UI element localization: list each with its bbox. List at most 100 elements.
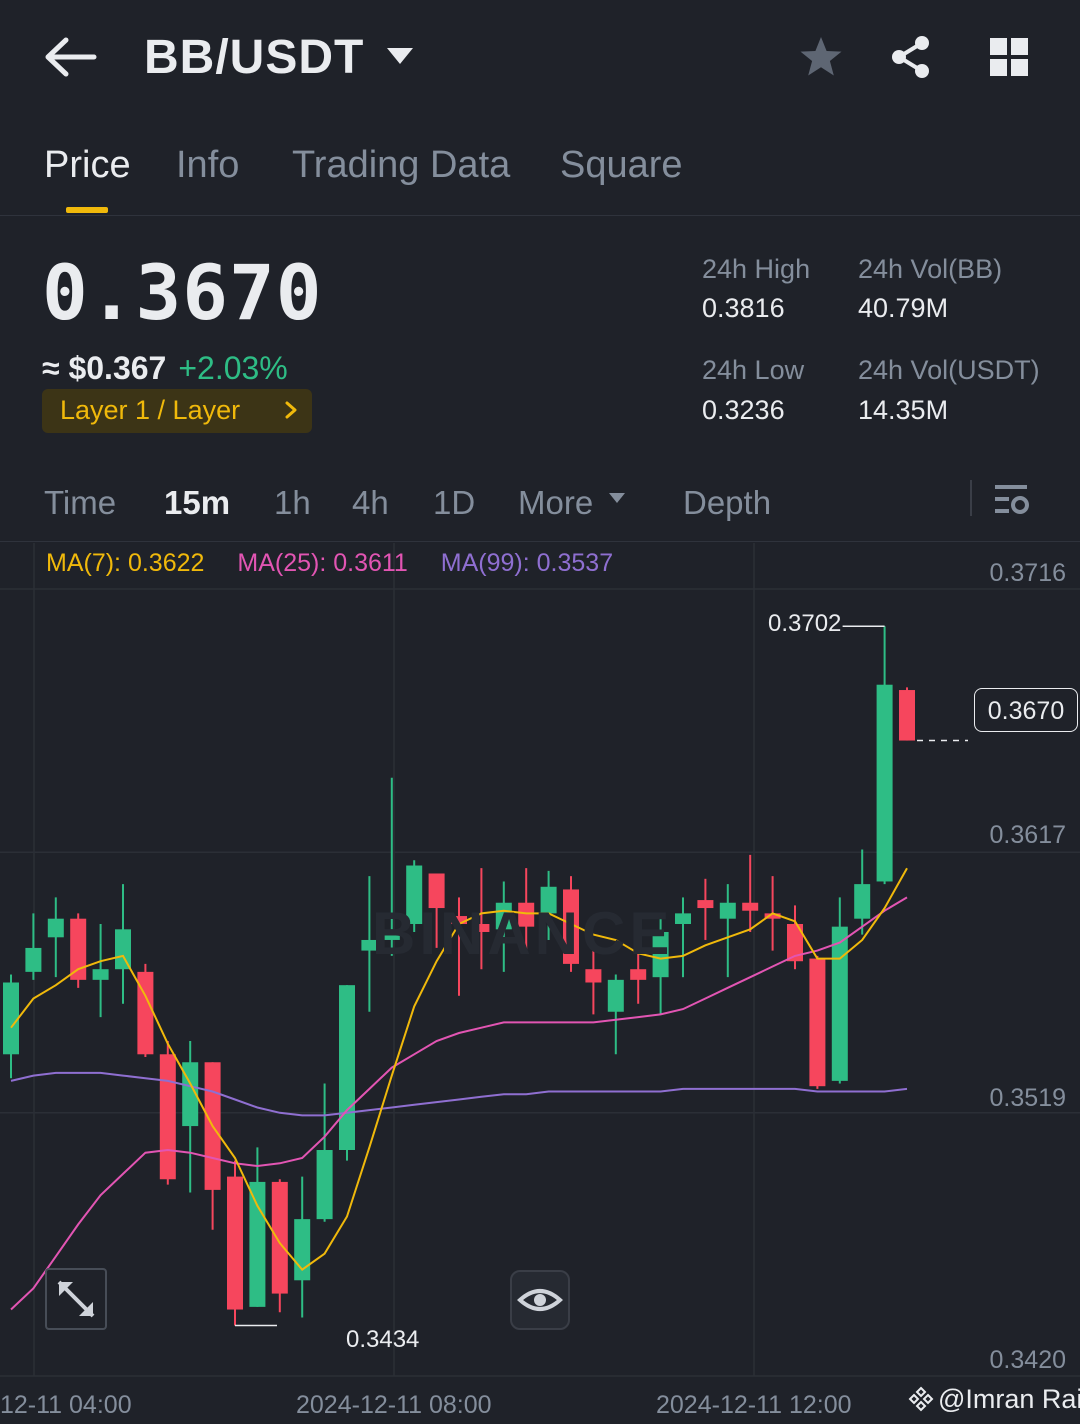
star-icon[interactable] — [798, 34, 844, 80]
eye-icon — [517, 1289, 563, 1311]
ma-legend: MA(7): 0.3622 MA(25): 0.3611 MA(99): 0.3… — [46, 549, 639, 578]
high-label: 24h High — [702, 254, 811, 284]
candle-up — [383, 931, 400, 940]
fullscreen-button[interactable] — [45, 1268, 107, 1330]
x-tick-label: 2024-12-11 12:00 — [656, 1391, 852, 1419]
high-value: 0.3816 — [702, 293, 785, 323]
high-marker-label: 0.3702 — [768, 610, 842, 637]
y-tick-label: 0.3420 — [989, 1346, 1066, 1374]
active-tab-indicator — [66, 207, 108, 213]
share-icon[interactable] — [888, 34, 934, 80]
ma99-label: MA(99): 0.3537 — [440, 549, 614, 577]
candle-down — [428, 873, 445, 909]
candle-down — [764, 913, 781, 919]
candle-down — [271, 1181, 288, 1294]
candle-up — [47, 918, 64, 938]
candle-up — [607, 979, 624, 1012]
last-price: 0.3670 — [42, 248, 323, 337]
candle-up — [831, 926, 848, 1081]
candle-up — [249, 1181, 266, 1307]
candle-down — [809, 958, 826, 1087]
candle-down — [451, 916, 467, 925]
chevron-right-icon — [285, 401, 297, 419]
candle-down — [742, 902, 759, 911]
ma25-label: MA(25): 0.3611 — [237, 549, 408, 577]
tab-trading-data[interactable]: Trading Data — [292, 144, 511, 186]
tf-depth[interactable]: Depth — [683, 484, 772, 521]
low-marker-label: 0.3434 — [346, 1326, 420, 1353]
low-value: 0.3236 — [702, 395, 785, 425]
candle-down — [518, 902, 535, 927]
candle-up — [294, 1219, 311, 1281]
candle-down — [787, 924, 803, 962]
candle-up — [25, 947, 42, 972]
timeframe-bar: Time 15m 1h 4h 1D More Depth — [0, 468, 1080, 542]
candle-up — [652, 931, 669, 978]
candle-up — [339, 985, 355, 1151]
candle-down — [159, 1054, 176, 1180]
candle-down — [473, 924, 490, 932]
pair-title[interactable]: BB/USDT — [144, 31, 365, 84]
expand-icon — [57, 1280, 95, 1318]
candle-up — [675, 913, 691, 925]
candle-up — [406, 865, 423, 925]
category-tag-label: Layer 1 / Layer — [60, 395, 241, 425]
candle-up — [495, 902, 512, 930]
fiat-price: ≈ $0.367 — [42, 350, 167, 386]
x-tick-label: 2024-12-11 08:00 — [296, 1391, 492, 1419]
tab-square[interactable]: Square — [560, 144, 683, 186]
ma7-label: MA(7): 0.3622 — [46, 549, 205, 577]
vol-quote-label: 24h Vol(USDT) — [858, 355, 1040, 385]
toggle-indicators-button[interactable] — [510, 1270, 570, 1330]
caret-down-icon[interactable] — [386, 46, 414, 66]
binance-logo-icon — [908, 1386, 934, 1412]
chart-settings-icon[interactable] — [992, 480, 1032, 520]
x-tick-label: 12-11 04:00 — [0, 1391, 132, 1419]
kline-chart[interactable]: BINANCE MA(7): 0.3622 MA(25): 0.3611 MA(… — [0, 543, 1080, 1424]
credit-text: @Imran Rai — [938, 1384, 1080, 1414]
divider — [970, 480, 972, 516]
watermark: BINANCE — [372, 900, 674, 967]
ma99-line — [10, 1071, 908, 1117]
candle-down — [899, 690, 915, 741]
ma7-line — [10, 867, 908, 1271]
tf-more[interactable]: More — [518, 484, 594, 521]
candle-up — [115, 929, 131, 970]
y-tick-label: 0.3617 — [989, 821, 1066, 849]
change-percent: +2.03% — [178, 350, 288, 386]
candle-up — [854, 884, 871, 919]
candle-up — [876, 684, 893, 882]
candle-down — [697, 900, 714, 909]
chart-canvas — [0, 543, 1080, 1377]
candle-down — [563, 889, 579, 964]
category-tag[interactable]: Layer 1 / Layer — [42, 389, 312, 433]
tf-time[interactable]: Time — [44, 484, 117, 521]
candle-up — [361, 939, 378, 951]
y-tick-label: 0.3716 — [989, 559, 1066, 587]
vol-quote-value: 14.35M — [858, 395, 949, 425]
candle-down — [227, 1176, 243, 1310]
low-label: 24h Low — [702, 355, 805, 385]
candle-down — [137, 971, 154, 1055]
candle-up — [719, 902, 736, 919]
grid-icon[interactable] — [986, 34, 1032, 80]
fiat-row: ≈ $0.367 +2.03% — [42, 350, 288, 387]
current-price-label[interactable]: 0.3670 — [974, 688, 1078, 732]
candle-down — [630, 969, 647, 980]
tf-1d[interactable]: 1D — [433, 484, 476, 521]
vol-base-label: 24h Vol(BB) — [858, 254, 1003, 284]
tf-15m[interactable]: 15m — [164, 484, 231, 521]
tf-4h[interactable]: 4h — [352, 484, 389, 521]
candle-down — [70, 918, 87, 980]
caret-down-icon[interactable] — [608, 492, 626, 504]
tf-1h[interactable]: 1h — [274, 484, 311, 521]
candle-up — [3, 982, 19, 1055]
candle-up — [540, 886, 557, 914]
main-tabs: Price Info Trading Data Square — [0, 130, 1080, 216]
credit: @Imran Rai — [908, 1384, 1080, 1415]
back-arrow-icon[interactable] — [44, 34, 98, 80]
candle-down — [585, 969, 602, 983]
candle-up — [316, 1150, 333, 1220]
tab-info[interactable]: Info — [176, 144, 240, 186]
tab-price[interactable]: Price — [44, 144, 131, 186]
